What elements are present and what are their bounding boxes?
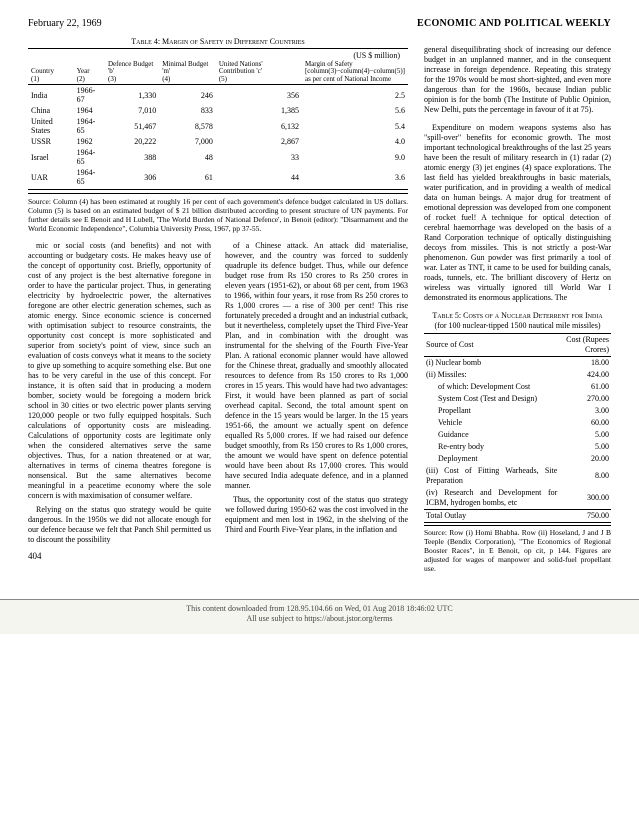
- t5-total-label: Total Outlay: [424, 509, 559, 522]
- body-p3: of a Chinese attack. An attack did mater…: [225, 241, 408, 491]
- table-row: United States1964-6551,4678,5786,1325.4: [28, 116, 408, 136]
- table4-grid: Country(1) Year(2) Defence Budget 'b'(3)…: [28, 60, 408, 187]
- t5-total-val: 750.00: [559, 509, 611, 522]
- right-p2: Expenditure on modern weapons systems al…: [424, 123, 611, 303]
- table4-title: Table 4: Margin of Safety in Different C…: [28, 37, 408, 46]
- footer-line2: All use subject to https://about.jstor.o…: [0, 614, 639, 624]
- body-p4: Thus, the opportunity cost of the status…: [225, 495, 408, 535]
- table4-unit: (US $ million): [28, 51, 408, 60]
- t4-h4: Minimal Budget 'm'(4): [159, 60, 216, 85]
- t4-h2: Year(2): [74, 60, 105, 85]
- table-row: USSR196220,2227,0002,8674.0: [28, 136, 408, 147]
- table-row: Deployment20.00: [424, 453, 611, 465]
- table-row: Vehicle60.00: [424, 417, 611, 429]
- table-row: Israel1964-6538848339.0: [28, 147, 408, 167]
- t4-h5: United Nations' Contribution 'c'(5): [216, 60, 302, 85]
- t4-h3: Defence Budget 'b'(3): [105, 60, 159, 85]
- t4-h6: Margin of Safety [column(3)−column(4)−co…: [302, 60, 408, 85]
- table-row: (iv) Research and Development for ICBM, …: [424, 487, 611, 510]
- footer: This content downloaded from 128.95.104.…: [0, 599, 639, 635]
- table5-title: Table 5: Costs of a Nuclear Deterrent fo…: [424, 311, 611, 321]
- body-p2: Relying on the status quo strategy would…: [28, 505, 211, 545]
- t5-h2: Cost (Rupees Crores): [559, 333, 611, 356]
- body-columns: mic or social costs (and benefits) and n…: [28, 241, 408, 545]
- table-row: (i) Nuclear bomb18.00: [424, 356, 611, 369]
- page-header: February 22, 1969 ECONOMIC AND POLITICAL…: [28, 18, 611, 29]
- header-journal: ECONOMIC AND POLITICAL WEEKLY: [417, 18, 611, 29]
- page: February 22, 1969 ECONOMIC AND POLITICAL…: [0, 0, 639, 581]
- table-row: of which: Development Cost61.00: [424, 381, 611, 393]
- table-row: (ii) Missiles:424.00: [424, 369, 611, 381]
- page-number: 404: [28, 551, 408, 561]
- table-row: Re-entry body5.00: [424, 441, 611, 453]
- table5-sub: (for 100 nuclear-tipped 1500 nautical mi…: [424, 321, 611, 331]
- table4: (US $ million) Country(1) Year(2) Defenc…: [28, 48, 408, 190]
- footer-line1: This content downloaded from 128.95.104.…: [0, 604, 639, 614]
- table-row: China19647,0108331,3855.6: [28, 105, 408, 116]
- left-column: Table 4: Margin of Safety in Different C…: [28, 37, 408, 573]
- t5-h1: Source of Cost: [424, 333, 559, 356]
- right-column: general disequilibrating shock of increa…: [424, 37, 611, 573]
- table-row: India1966-671,3302463562.5: [28, 85, 408, 106]
- body-p1: mic or social costs (and benefits) and n…: [28, 241, 211, 501]
- t5-total: Total Outlay 750.00: [424, 509, 611, 522]
- table-row: System Cost (Test and Design)270.00: [424, 393, 611, 405]
- table-row: UAR1964-6530661443.6: [28, 167, 408, 187]
- table-row: Guidance5.00: [424, 429, 611, 441]
- table4-source: Source: Column (4) has been estimated at…: [28, 193, 408, 233]
- right-p1: general disequilibrating shock of increa…: [424, 45, 611, 115]
- table5-source: Source: Row (i) Homi Bhabha. Row (ii) Ho…: [424, 525, 611, 573]
- table5: Source of Cost Cost (Rupees Crores) (i) …: [424, 333, 611, 523]
- table-row: (iii) Cost of Fitting Warheads, Site Pre…: [424, 465, 611, 487]
- table-row: Propellant3.00: [424, 405, 611, 417]
- header-date: February 22, 1969: [28, 18, 102, 29]
- t4-h1: Country(1): [28, 60, 74, 85]
- content: Table 4: Margin of Safety in Different C…: [28, 37, 611, 573]
